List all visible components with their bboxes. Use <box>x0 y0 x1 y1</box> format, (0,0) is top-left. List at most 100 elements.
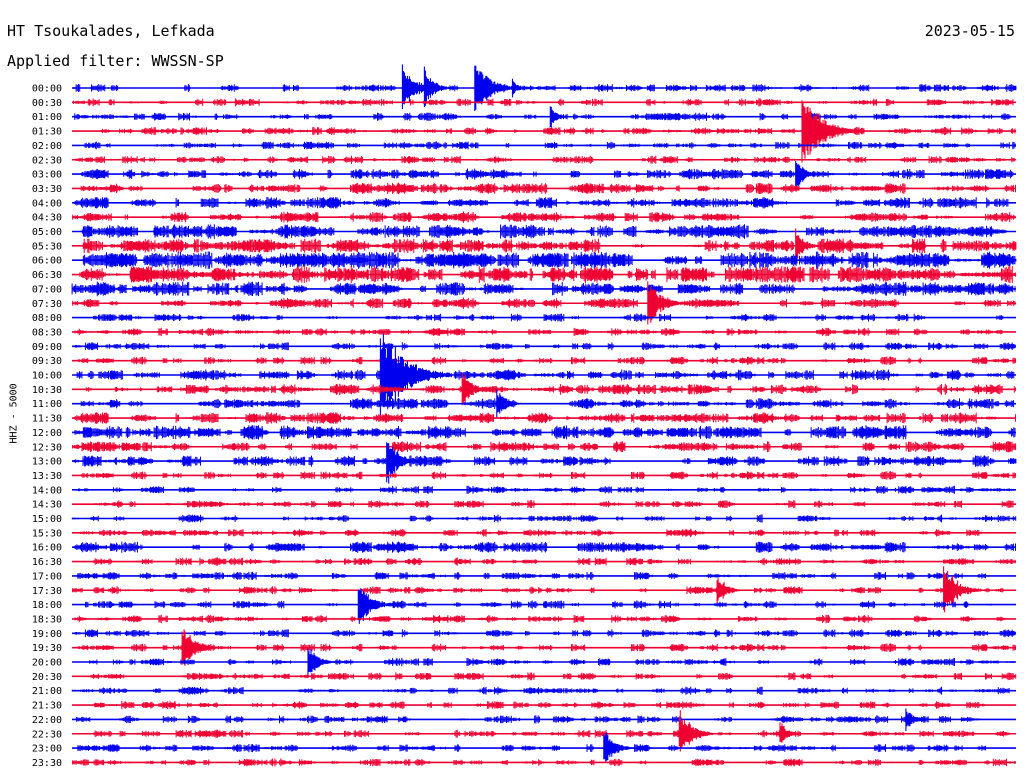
tick-label: 10:30 <box>32 385 62 396</box>
tick-label: 12:30 <box>32 442 62 453</box>
tick-label: 07:30 <box>32 299 62 310</box>
trace-noise <box>89 657 1016 667</box>
tick-label: 04:00 <box>32 198 62 209</box>
tick-label: 13:30 <box>32 471 62 482</box>
tick-label: 02:30 <box>32 155 62 166</box>
seismic-event <box>795 161 822 188</box>
seismic-event <box>307 648 337 676</box>
trace-noise <box>90 672 1017 681</box>
trace-noise <box>80 528 982 537</box>
tick-label: 01:00 <box>32 112 62 123</box>
seismic-event <box>943 566 983 613</box>
trace-noise <box>71 281 1016 297</box>
trace-noise <box>72 83 1017 93</box>
seismic-event <box>181 629 219 666</box>
trace-noise <box>74 112 1011 121</box>
trace-noise <box>80 398 1015 410</box>
trace-noise <box>71 514 1017 523</box>
seismic-event <box>423 66 453 107</box>
seismic-event <box>386 442 424 484</box>
tick-label: 04:30 <box>32 213 62 224</box>
seismic-event <box>461 373 491 406</box>
tick-label: 15:30 <box>32 528 62 539</box>
trace-noise <box>75 155 1015 164</box>
tick-label: 20:00 <box>32 658 62 669</box>
seismic-event <box>716 578 743 603</box>
seismic-event <box>603 732 636 763</box>
tick-label: 10:00 <box>32 371 62 382</box>
seismic-event <box>647 281 687 325</box>
tick-label: 11:30 <box>32 414 62 425</box>
tick-label: 08:00 <box>32 313 62 324</box>
trace-noise <box>72 211 1016 223</box>
tick-label: 21:30 <box>32 701 62 712</box>
tick-label: 14:00 <box>32 485 62 496</box>
trace-noise <box>85 383 1016 395</box>
trace-noise <box>75 485 1016 494</box>
station-title: HT Tsoukalades, Lefkada <box>7 22 215 40</box>
trace-noise <box>71 686 1010 695</box>
seismic-event <box>357 588 395 624</box>
tick-label: 09:00 <box>32 342 62 353</box>
trace-noise <box>91 500 1014 509</box>
seismic-event <box>905 708 926 731</box>
seismic-event <box>496 389 523 418</box>
seismic-event <box>795 228 822 263</box>
trace-noise <box>74 425 1016 440</box>
seismic-event <box>678 710 716 752</box>
tick-label: 17:30 <box>32 586 62 597</box>
trace-noise <box>74 342 1016 351</box>
seismic-event <box>379 333 452 418</box>
tick-label: 06:30 <box>32 270 62 281</box>
tick-label: 18:00 <box>32 600 62 611</box>
trace-noise <box>80 182 1016 195</box>
tick-label: 12:00 <box>32 428 62 439</box>
trace-noise <box>74 327 1003 337</box>
date-label: 2023-05-15 <box>924 22 1015 40</box>
tick-label: 21:00 <box>32 686 62 697</box>
trace-noise <box>72 441 1017 453</box>
tick-label: 00:30 <box>32 98 62 109</box>
seismic-event <box>779 722 801 743</box>
tick-label: 15:00 <box>32 514 62 525</box>
tick-label: 22:30 <box>32 729 62 740</box>
tick-label: 16:00 <box>32 543 62 554</box>
trace-noise <box>93 557 1016 566</box>
tick-label: 23:30 <box>32 758 62 769</box>
tick-label: 19:00 <box>32 629 62 640</box>
tick-label: 13:00 <box>32 457 62 468</box>
trace-noise <box>74 614 1007 624</box>
tick-label: 23:00 <box>32 744 62 755</box>
tick-label: 18:30 <box>32 614 62 625</box>
seismic-event <box>801 100 861 163</box>
tick-label: 07:00 <box>32 284 62 295</box>
tick-label: 03:00 <box>32 170 62 181</box>
trace-noise <box>74 629 1016 638</box>
trace-noise <box>75 643 1016 652</box>
trace-noise <box>79 266 1017 284</box>
trace-noise <box>72 758 1016 767</box>
filter-label: Applied filter: WWSSN-SP <box>7 52 224 70</box>
tick-label: 17:00 <box>32 571 62 582</box>
tick-label: 02:00 <box>32 141 62 152</box>
trace-noise <box>73 412 1016 424</box>
tick-label: 06:00 <box>32 256 62 267</box>
trace-noise <box>72 455 1017 467</box>
trace-noise <box>81 224 1008 239</box>
trace-noise <box>73 197 1009 209</box>
trace-noise <box>77 744 986 753</box>
seismic-event <box>549 106 569 128</box>
tick-label: 03:30 <box>32 184 62 195</box>
tick-label: 16:30 <box>32 557 62 568</box>
trace-noise <box>100 127 1016 136</box>
trace-noise <box>82 251 1017 269</box>
tick-label: 22:00 <box>32 715 62 726</box>
tick-label: 11:00 <box>32 399 62 410</box>
tick-label: 19:30 <box>32 643 62 654</box>
trace-noise <box>82 238 1017 254</box>
trace-noise <box>81 471 1016 480</box>
tick-label: 00:00 <box>32 84 62 95</box>
tick-label: 09:30 <box>32 356 62 367</box>
